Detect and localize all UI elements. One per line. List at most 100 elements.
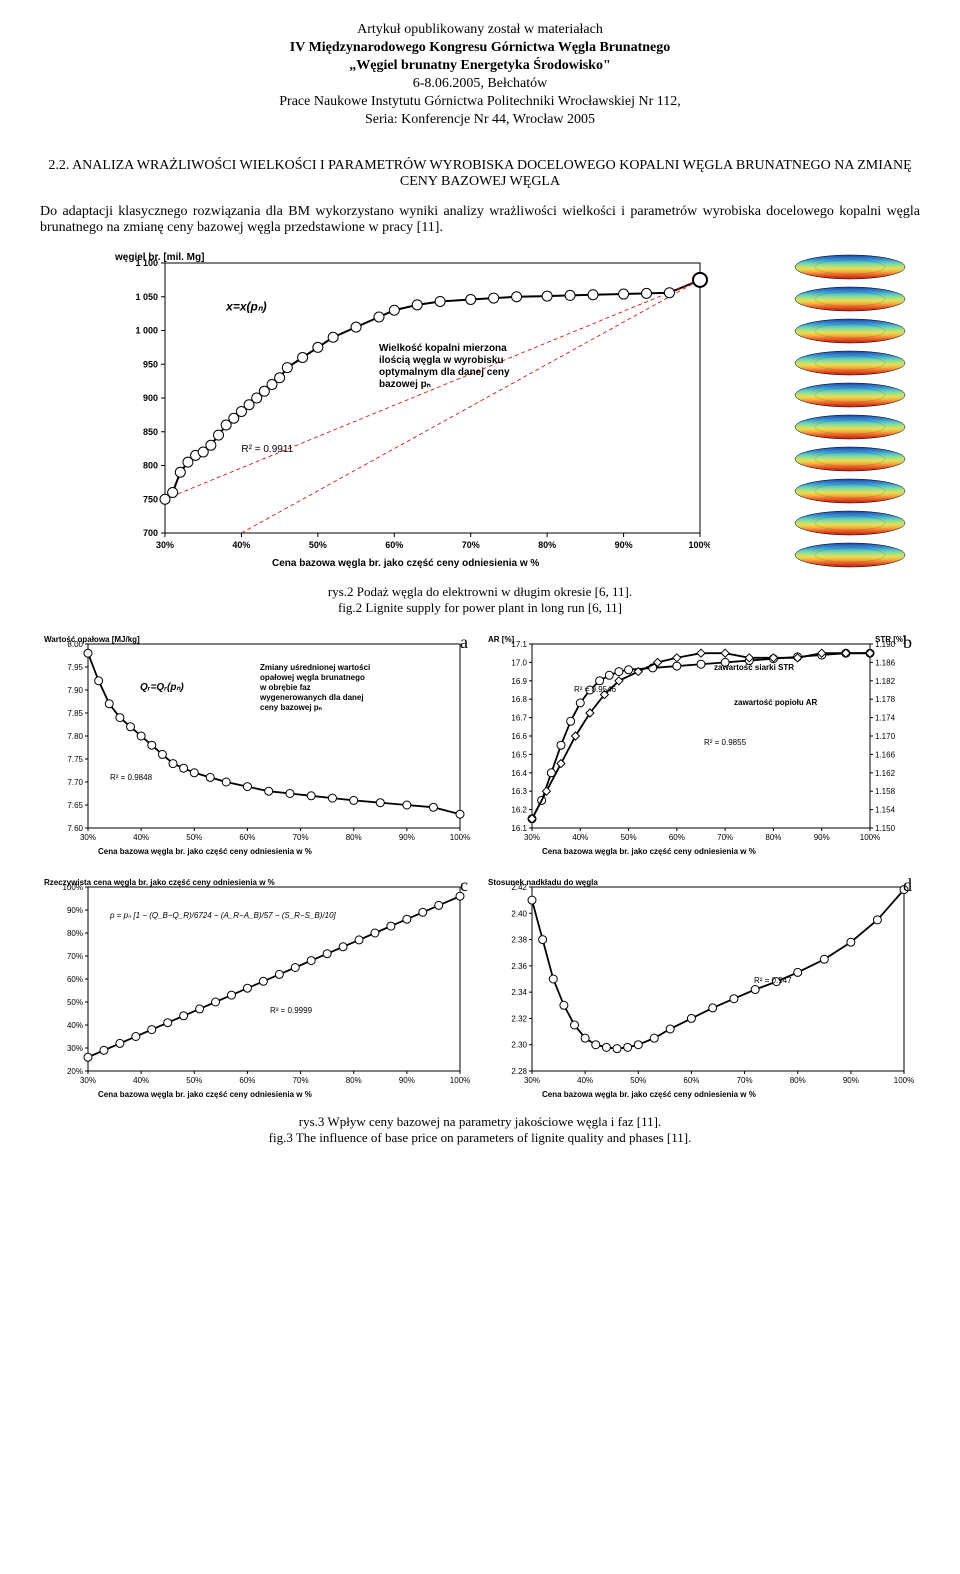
svg-text:70%: 70%	[67, 952, 83, 961]
paper-header: Artykuł opublikowany został w materiałac…	[40, 22, 920, 128]
svg-text:60%: 60%	[67, 975, 83, 984]
svg-text:80%: 80%	[346, 1076, 362, 1085]
svg-text:20%: 20%	[67, 1067, 83, 1076]
svg-text:90%: 90%	[814, 833, 830, 842]
panel-a: 7.607.657.707.757.807.857.907.958.0030%4…	[40, 630, 476, 865]
svg-text:850: 850	[143, 427, 158, 437]
svg-text:950: 950	[143, 359, 158, 369]
svg-text:7.65: 7.65	[67, 801, 83, 810]
svg-text:Cena bazowa węgla br. jako czę: Cena bazowa węgla br. jako część ceny od…	[542, 1090, 756, 1099]
svg-text:2.32: 2.32	[511, 1014, 527, 1023]
svg-text:2.28: 2.28	[511, 1067, 527, 1076]
svg-text:STR [%]: STR [%]	[875, 635, 906, 644]
svg-text:wygenerowanych dla danej: wygenerowanych dla danej	[259, 693, 364, 702]
svg-text:30%: 30%	[80, 1076, 96, 1085]
svg-text:80%: 80%	[790, 1076, 806, 1085]
svg-text:40%: 40%	[232, 540, 250, 550]
svg-text:1 050: 1 050	[135, 292, 158, 302]
svg-text:50%: 50%	[309, 540, 327, 550]
panel-letter-d: d	[903, 875, 912, 896]
svg-text:1.178: 1.178	[875, 695, 896, 704]
svg-text:Cena bazowa węgla br. jako czę: Cena bazowa węgla br. jako część ceny od…	[98, 847, 312, 856]
svg-text:100%: 100%	[860, 833, 880, 842]
svg-text:80%: 80%	[538, 540, 556, 550]
svg-text:800: 800	[143, 461, 158, 471]
figure-3: 7.607.657.707.757.807.857.907.958.0030%4…	[40, 630, 920, 1108]
svg-text:Zmiany uśrednionej wartości: Zmiany uśrednionej wartości	[260, 663, 370, 672]
svg-text:R² = 0.9848: R² = 0.9848	[110, 773, 153, 782]
svg-text:bazowej pₙ: bazowej pₙ	[379, 379, 431, 390]
svg-text:80%: 80%	[346, 833, 362, 842]
svg-text:700: 700	[143, 528, 158, 538]
svg-text:Stosunek nadkładu do węgla: Stosunek nadkładu do węgla	[488, 878, 598, 887]
caption-fig3: rys.3 Wpływ ceny bazowej na parametry ja…	[40, 1114, 920, 1146]
header-line2: IV Międzynarodowego Kongresu Górnictwa W…	[40, 40, 920, 56]
svg-text:16.2: 16.2	[511, 806, 527, 815]
svg-text:ilością węgla w wyrobisku: ilością węgla w wyrobisku	[379, 355, 504, 366]
svg-text:16.1: 16.1	[511, 824, 527, 833]
svg-text:50%: 50%	[186, 1076, 202, 1085]
svg-text:90%: 90%	[399, 833, 415, 842]
svg-text:Cena bazowa węgla br. jako czę: Cena bazowa węgla br. jako część ceny od…	[272, 558, 539, 569]
svg-text:90%: 90%	[67, 906, 83, 915]
svg-text:30%: 30%	[80, 833, 96, 842]
svg-text:750: 750	[143, 494, 158, 504]
header-line3: „Węgiel brunatny Energetyka Środowisko"	[40, 58, 920, 74]
header-line4: 6-8.06.2005, Bełchatów	[40, 76, 920, 92]
svg-text:węgiel br. [mil. Mg]: węgiel br. [mil. Mg]	[114, 252, 204, 263]
panel-b: 16.116.216.316.416.516.616.716.816.917.0…	[484, 630, 920, 865]
svg-text:40%: 40%	[577, 1076, 593, 1085]
svg-text:7.85: 7.85	[67, 709, 83, 718]
svg-text:7.95: 7.95	[67, 663, 83, 672]
panel-letter-a: a	[460, 632, 468, 653]
svg-text:16.7: 16.7	[511, 714, 527, 723]
svg-text:16.5: 16.5	[511, 750, 527, 759]
svg-text:7.75: 7.75	[67, 755, 83, 764]
svg-text:Qᵣ=Qᵣ(pₙ): Qᵣ=Qᵣ(pₙ)	[140, 682, 184, 693]
svg-text:90%: 90%	[399, 1076, 415, 1085]
svg-text:30%: 30%	[524, 833, 540, 842]
header-line1: Artykuł opublikowany został w materiałac…	[40, 22, 920, 38]
svg-text:2.40: 2.40	[511, 909, 527, 918]
svg-text:Wartość opałowa [MJ/kg]: Wartość opałowa [MJ/kg]	[44, 635, 140, 644]
svg-text:70%: 70%	[293, 1076, 309, 1085]
svg-text:80%: 80%	[765, 833, 781, 842]
svg-text:Rzeczywista cena węgla br. jak: Rzeczywista cena węgla br. jako część ce…	[44, 878, 275, 887]
panel-letter-b: b	[903, 632, 912, 653]
svg-text:AR [%]: AR [%]	[488, 635, 515, 644]
svg-text:16.3: 16.3	[511, 787, 527, 796]
svg-text:R² = 0.9999: R² = 0.9999	[270, 1006, 313, 1015]
svg-text:900: 900	[143, 393, 158, 403]
svg-text:100%: 100%	[450, 1076, 470, 1085]
svg-text:7.70: 7.70	[67, 778, 83, 787]
svg-text:Cena bazowa węgla br. jako czę: Cena bazowa węgla br. jako część ceny od…	[542, 847, 756, 856]
svg-text:w obrębie faz: w obrębie faz	[259, 683, 311, 692]
svg-text:7.90: 7.90	[67, 686, 83, 695]
svg-text:1.150: 1.150	[875, 824, 896, 833]
svg-text:70%: 70%	[717, 833, 733, 842]
svg-text:1.162: 1.162	[875, 769, 896, 778]
svg-text:30%: 30%	[67, 1044, 83, 1053]
svg-text:16.8: 16.8	[511, 695, 527, 704]
svg-text:90%: 90%	[843, 1076, 859, 1085]
svg-text:40%: 40%	[67, 1021, 83, 1030]
svg-text:1.170: 1.170	[875, 732, 896, 741]
svg-text:1 000: 1 000	[135, 326, 158, 336]
svg-text:17.0: 17.0	[511, 658, 527, 667]
svg-text:100%: 100%	[450, 833, 470, 842]
panel-d: 2.282.302.322.342.362.382.402.4230%40%50…	[484, 873, 920, 1108]
svg-text:70%: 70%	[737, 1076, 753, 1085]
svg-text:90%: 90%	[615, 540, 633, 550]
svg-text:1.166: 1.166	[875, 750, 896, 759]
panel-letter-c: c	[460, 875, 468, 896]
main-chart: 7007508008509009501 0001 0501 10030%40%5…	[110, 248, 710, 578]
svg-text:60%: 60%	[239, 1076, 255, 1085]
svg-text:R² = 0.9855: R² = 0.9855	[704, 738, 747, 747]
svg-text:30%: 30%	[524, 1076, 540, 1085]
header-line6: Seria: Konferencje Nr 44, Wrocław 2005	[40, 112, 920, 128]
svg-text:60%: 60%	[385, 540, 403, 550]
svg-text:70%: 70%	[293, 833, 309, 842]
svg-text:40%: 40%	[133, 1076, 149, 1085]
section-title: 2.2. ANALIZA WRAŻLIWOŚCI WIELKOŚCI I PAR…	[40, 158, 920, 190]
svg-text:R² = 0.947: R² = 0.947	[754, 976, 792, 985]
